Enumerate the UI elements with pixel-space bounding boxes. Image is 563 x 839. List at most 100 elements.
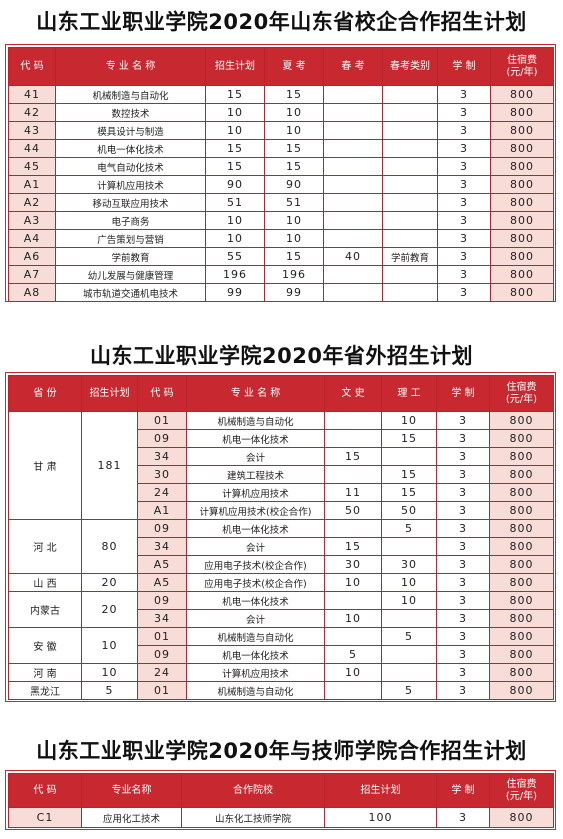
table-cell	[323, 139, 383, 158]
table-cell: A4	[8, 229, 56, 248]
table-cell	[323, 211, 383, 230]
table-cell: 800	[489, 807, 554, 828]
table-cell: 计算机应用技术	[186, 663, 325, 682]
table-cell	[381, 537, 437, 556]
province-cell: 内蒙古	[8, 591, 82, 628]
table-cell: 40	[323, 247, 383, 266]
column-header: 学 制	[436, 375, 490, 412]
table-cell: 会计	[186, 447, 325, 466]
section2-frame	[5, 372, 556, 702]
section1-table: 代 码专 业 名 称招生计划夏 考春 考春考类别学 制住宿费 (元/年) 41 机…	[8, 47, 554, 302]
table-cell: 3	[437, 229, 491, 248]
plan-cell: 10	[81, 663, 138, 682]
column-header: 住宿费 (元/年)	[489, 375, 554, 412]
table-cell: 800	[489, 591, 554, 610]
table-cell: 800	[489, 537, 554, 556]
table-cell: 3	[436, 429, 490, 448]
table-cell: 24	[137, 663, 187, 682]
column-header: 春考类别	[382, 47, 438, 86]
table-cell	[382, 175, 438, 194]
table-cell: 15	[264, 247, 324, 266]
table-cell: 15	[264, 157, 324, 176]
table-cell: 3	[436, 591, 490, 610]
table-row: A6 学前教育 55 15 40 学前教育 3 800	[8, 247, 554, 266]
table-row: 34 会计 15 3 800	[9, 537, 554, 556]
section3-table: 代 码专业名称 合作院校 招生计划学 制住宿费 (元/年) C1 应用化工技术 山东化工…	[8, 773, 554, 828]
table-cell: 数控技术	[55, 103, 206, 122]
column-header: 住宿费 (元/年)	[490, 47, 554, 86]
table-cell: 建筑工程技术	[186, 465, 325, 484]
table-cell: 800	[489, 609, 554, 628]
column-header: 住宿费 (元/年)	[489, 773, 554, 808]
table-cell: 800	[489, 519, 554, 538]
table-cell: 01	[137, 411, 187, 430]
table-cell: 城市轨道交通机电技术	[55, 283, 206, 302]
table-cell: 99	[264, 283, 324, 302]
table-cell: 3	[436, 519, 490, 538]
column-header: 文 史	[324, 375, 382, 412]
table-cell: 机电一体化技术	[186, 519, 325, 538]
table-cell: 机械制造与自动化	[186, 681, 325, 700]
table-row: 09 机电一体化技术 5 3 800	[9, 645, 554, 664]
plan-cell: 20	[81, 573, 138, 592]
table-cell: 800	[490, 139, 554, 158]
table-cell: 3	[437, 193, 491, 212]
table-cell: 3	[436, 645, 490, 664]
table-cell: 机械制造与自动化	[55, 85, 206, 104]
table-cell: 42	[8, 103, 56, 122]
table-cell: 5	[381, 519, 437, 538]
table-cell: 10	[205, 229, 265, 248]
table-cell: 34	[137, 609, 187, 628]
table-cell: 应用化工技术	[81, 807, 182, 828]
table-cell	[382, 85, 438, 104]
table-cell: 01	[137, 681, 187, 700]
province-cell: 山 西	[8, 573, 82, 592]
table-cell	[323, 193, 383, 212]
column-header: 代 码	[137, 375, 187, 412]
table-cell: 学前教育	[55, 247, 206, 266]
table-cell: 99	[205, 283, 265, 302]
table-cell: 3	[436, 573, 490, 592]
table-cell: 800	[489, 483, 554, 502]
table-cell: 24	[137, 483, 187, 502]
table-row: A8 城市轨道交通机电技术 99 99 3 800	[8, 283, 554, 302]
table-cell: 100	[324, 807, 437, 828]
table-cell: 3	[437, 157, 491, 176]
table-row: 山 西 20 A5 应用电子技术(校企合作) 10 10 3 800	[8, 573, 554, 592]
table-cell: 800	[490, 175, 554, 194]
table-cell: 3	[437, 283, 491, 302]
table-cell: 09	[137, 519, 187, 538]
plan-cell: 5	[81, 681, 138, 700]
table-cell: 196	[264, 265, 324, 284]
table-cell: 15	[205, 139, 265, 158]
table-cell: 15	[205, 85, 265, 104]
province-cell: 安 徽	[8, 627, 82, 664]
table-row: A2 移动互联应用技术 51 51 3 800	[8, 193, 554, 212]
table-cell	[324, 465, 382, 484]
table-cell: 3	[436, 681, 490, 700]
table-cell: 11	[324, 483, 382, 502]
table-cell: 10	[205, 103, 265, 122]
table-row: 内蒙古 20 09 机电一体化技术 10 3 800	[8, 591, 554, 628]
table-cell: 10	[264, 211, 324, 230]
table-row: A3 电子商务 10 10 3 800	[8, 211, 554, 230]
table-cell	[323, 175, 383, 194]
column-header: 省 份	[8, 375, 82, 412]
column-header: 代 码	[8, 47, 56, 86]
table-cell: 800	[489, 627, 554, 646]
table-cell: 3	[437, 175, 491, 194]
column-header: 代 码	[8, 773, 82, 808]
table-cell: 44	[8, 139, 56, 158]
section3-title: 山东工业职业学院2020年与技师学院合作招生计划	[36, 739, 527, 763]
table-cell	[382, 139, 438, 158]
province-cell: 河 北	[8, 519, 82, 574]
table-cell: A5	[137, 573, 187, 592]
table-cell: A3	[8, 211, 56, 230]
table-cell: 15	[324, 537, 382, 556]
table-row: A4 广告策划与营销 10 10 3 800	[8, 229, 554, 248]
plan-cell: 181	[81, 411, 138, 520]
table-cell: 10	[205, 211, 265, 230]
table-cell	[382, 193, 438, 212]
table-cell: 机械制造与自动化	[186, 627, 325, 646]
